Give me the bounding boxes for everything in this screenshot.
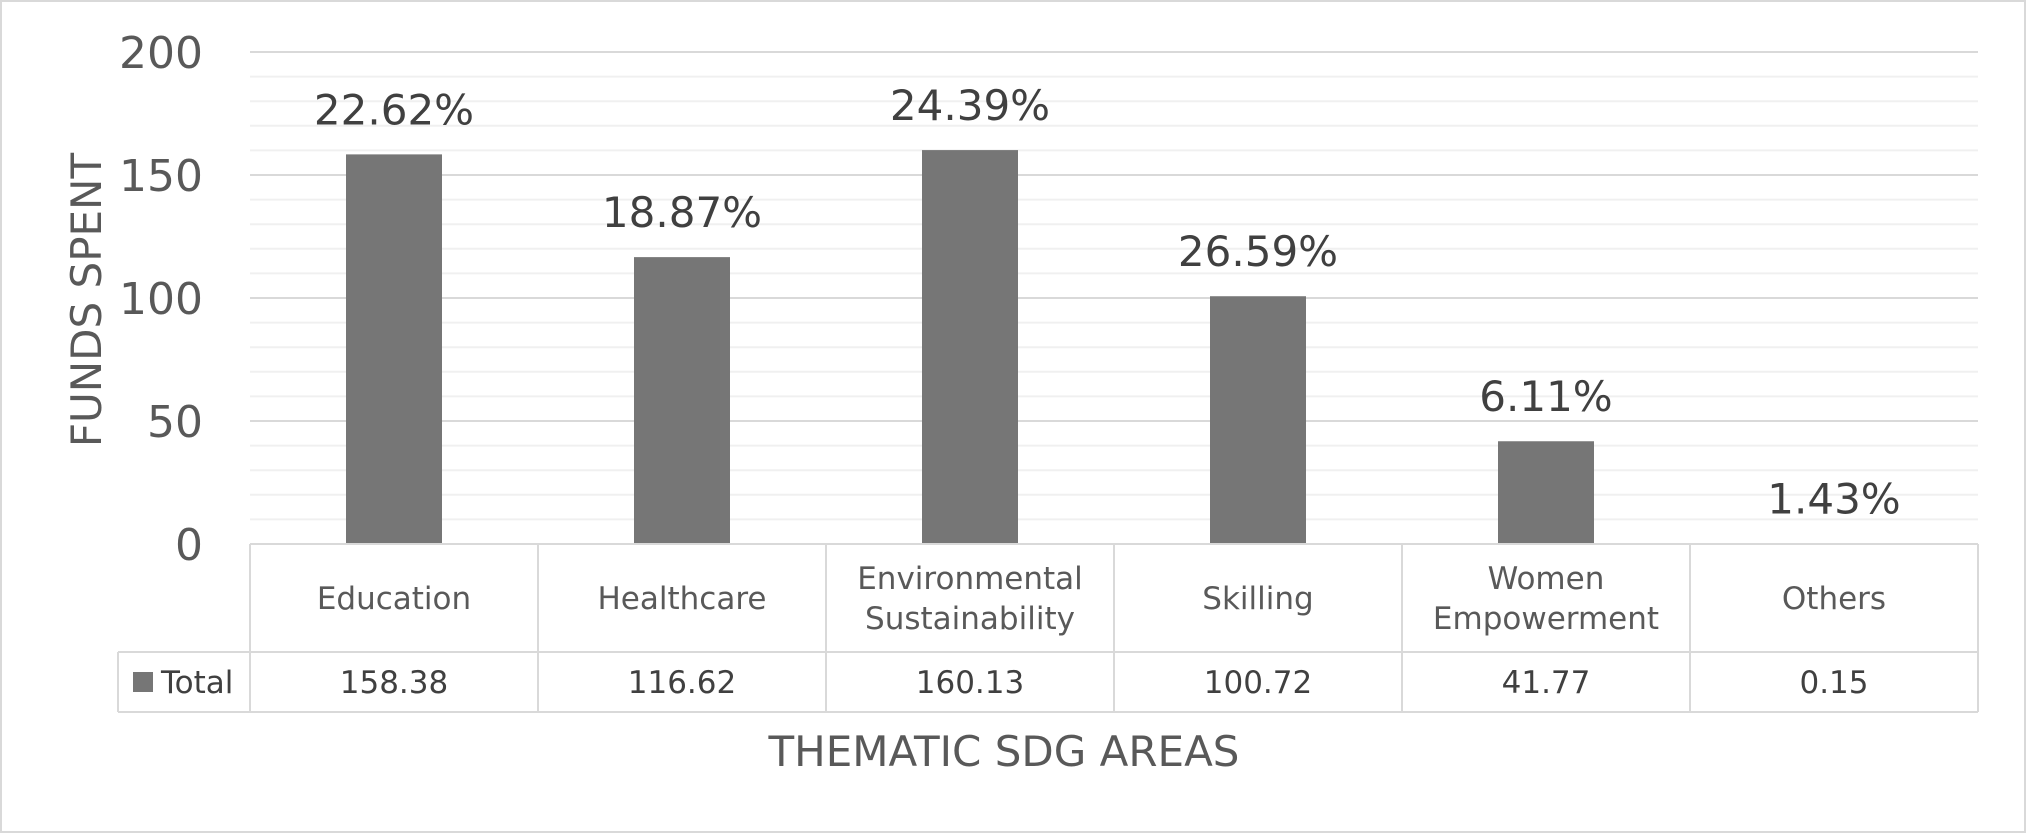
category-label: Women: [1488, 561, 1605, 597]
bar: [346, 154, 442, 544]
y-tick-label: 150: [119, 151, 203, 202]
table-value: 41.77: [1502, 665, 1591, 701]
x-axis-title: THEMATIC SDG AREAS: [768, 727, 1240, 776]
table-value: 160.13: [916, 665, 1024, 701]
category-label: Sustainability: [865, 601, 1075, 637]
category-label: Environmental: [857, 561, 1083, 597]
y-tick-label: 100: [119, 274, 203, 325]
data-label: 1.43%: [1767, 475, 1900, 524]
bar: [1210, 296, 1306, 544]
y-tick-label: 0: [175, 520, 203, 571]
data-labels: 22.62% 18.87% 24.39% 26.59% 6.11% 1.43%: [314, 81, 1901, 524]
y-tick-label: 200: [119, 28, 203, 79]
y-axis-title: FUNDS SPENT: [62, 153, 111, 448]
data-label: 24.39%: [890, 81, 1050, 130]
bar: [922, 150, 1018, 544]
data-label: 22.62%: [314, 85, 474, 134]
legend-label: Total: [160, 665, 233, 701]
category-label: Skilling: [1202, 581, 1313, 617]
y-axis-ticks: 0 50 100 150 200: [119, 28, 203, 571]
category-label: Healthcare: [598, 581, 767, 617]
table-value: 116.62: [628, 665, 736, 701]
data-label: 6.11%: [1479, 372, 1612, 421]
bars: [346, 150, 1882, 544]
category-label: Others: [1782, 581, 1886, 617]
category-label: Empowerment: [1433, 601, 1659, 637]
bar: [1498, 441, 1594, 544]
category-label: Education: [317, 581, 471, 617]
table-value: 100.72: [1204, 665, 1312, 701]
legend-key: [133, 672, 153, 692]
table-value: 158.38: [340, 665, 448, 701]
table-value: 0.15: [1799, 665, 1868, 701]
data-table: Education 158.38 Healthcare 116.62 Environme…: [117, 543, 1979, 713]
y-tick-label: 50: [147, 397, 203, 448]
data-label: 26.59%: [1178, 227, 1338, 276]
data-label: 18.87%: [602, 188, 762, 237]
bar: [634, 257, 730, 544]
gridlines: [250, 51, 1978, 521]
